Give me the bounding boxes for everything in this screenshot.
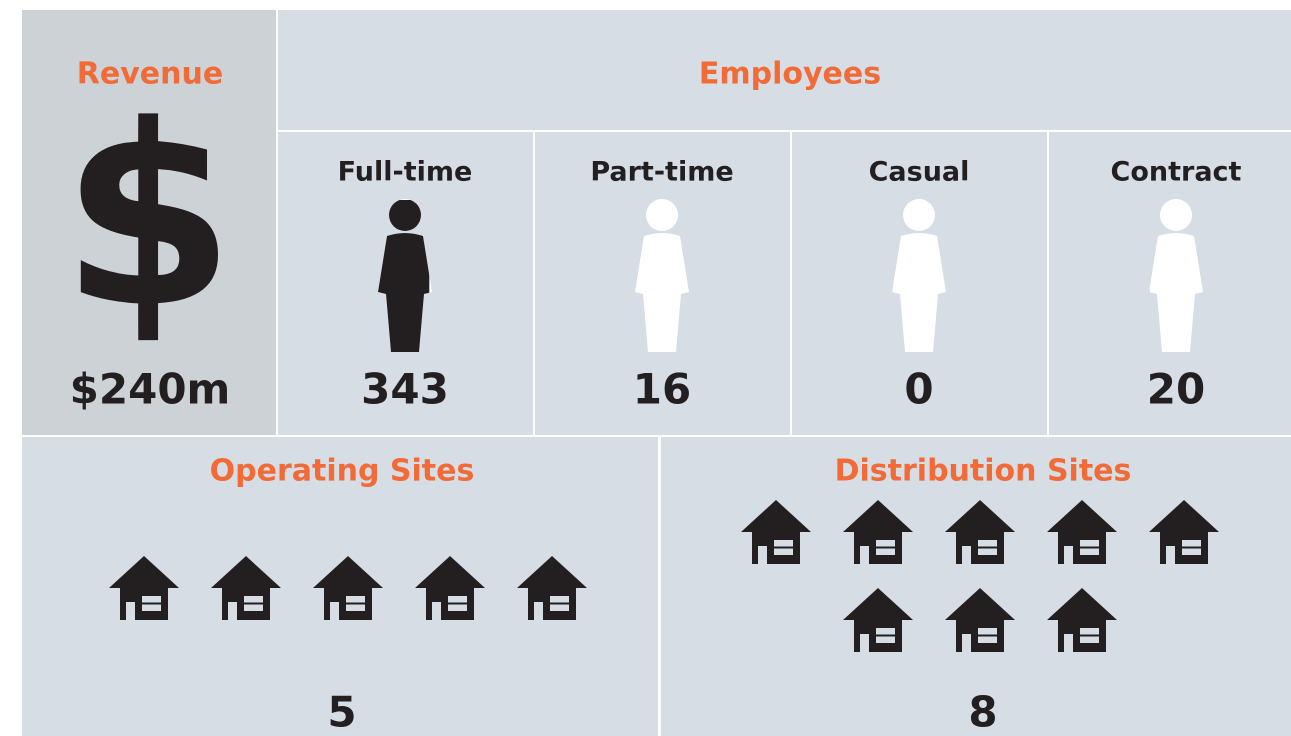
revenue-title: Revenue xyxy=(77,57,223,92)
house-door xyxy=(860,546,869,564)
house-roof xyxy=(211,556,281,588)
house-door xyxy=(330,602,339,620)
person-head xyxy=(903,199,935,231)
house-roof xyxy=(415,556,485,588)
house-door xyxy=(126,602,135,620)
employee-value: 343 xyxy=(361,365,449,414)
person-body-fill xyxy=(378,233,430,352)
person-body xyxy=(892,233,946,352)
revenue-panel xyxy=(22,10,276,435)
person-body xyxy=(635,233,689,352)
distribution-value: 8 xyxy=(968,688,997,736)
dollar-symbol: $ xyxy=(61,71,235,362)
house-icon xyxy=(843,588,913,652)
house-door xyxy=(534,602,543,620)
employees-title: Employees xyxy=(699,57,881,92)
person-fill xyxy=(378,200,430,352)
house-door xyxy=(860,634,869,652)
employee-label: Contract xyxy=(1111,157,1242,188)
person-icon xyxy=(378,199,432,352)
person-body-fill xyxy=(1149,290,1150,293)
person-fill xyxy=(1149,290,1150,293)
person-body xyxy=(1149,233,1203,352)
house-roof xyxy=(741,500,811,532)
house-icon xyxy=(1047,500,1117,564)
house-roof xyxy=(109,556,179,588)
employee-label: Casual xyxy=(869,157,970,188)
person-head xyxy=(646,199,678,231)
house-icon xyxy=(1149,500,1219,564)
employee-value: 16 xyxy=(633,365,691,414)
house-roof xyxy=(313,556,383,588)
house-icon xyxy=(313,556,383,620)
person-icon xyxy=(635,199,689,352)
house-roof xyxy=(843,500,913,532)
house-door xyxy=(962,634,971,652)
house-door xyxy=(432,602,441,620)
employee-value: 0 xyxy=(904,365,933,414)
house-roof xyxy=(1047,588,1117,620)
revenue-value: $240m xyxy=(70,365,231,414)
house-roof xyxy=(945,588,1015,620)
employee-label: Full-time xyxy=(338,157,473,188)
person-head-fill xyxy=(389,200,421,231)
house-icon xyxy=(415,556,485,620)
house-icon xyxy=(517,556,587,620)
house-icon xyxy=(741,500,811,564)
house-door xyxy=(962,546,971,564)
house-door xyxy=(228,602,237,620)
house-roof xyxy=(517,556,587,588)
person-head xyxy=(1160,199,1192,231)
house-roof xyxy=(1149,500,1219,532)
person-icon xyxy=(892,199,946,352)
house-door xyxy=(1166,546,1175,564)
house-roof xyxy=(843,588,913,620)
employee-label: Part-time xyxy=(590,157,733,188)
employees-header xyxy=(278,10,1291,130)
distribution-title: Distribution Sites xyxy=(835,454,1132,489)
house-icon xyxy=(109,556,179,620)
house-icon xyxy=(211,556,281,620)
person-icon xyxy=(1149,199,1203,352)
house-door xyxy=(1064,546,1073,564)
house-icon xyxy=(945,588,1015,652)
house-roof xyxy=(1047,500,1117,532)
house-icon xyxy=(945,500,1015,564)
house-door xyxy=(758,546,767,564)
house-icon xyxy=(843,500,913,564)
employee-value: 20 xyxy=(1147,365,1205,414)
house-roof xyxy=(945,500,1015,532)
distribution-panel xyxy=(661,437,1291,736)
operating-title: Operating Sites xyxy=(210,454,475,489)
house-door xyxy=(1064,634,1073,652)
operating-value: 5 xyxy=(327,688,356,736)
house-icon xyxy=(1047,588,1117,652)
